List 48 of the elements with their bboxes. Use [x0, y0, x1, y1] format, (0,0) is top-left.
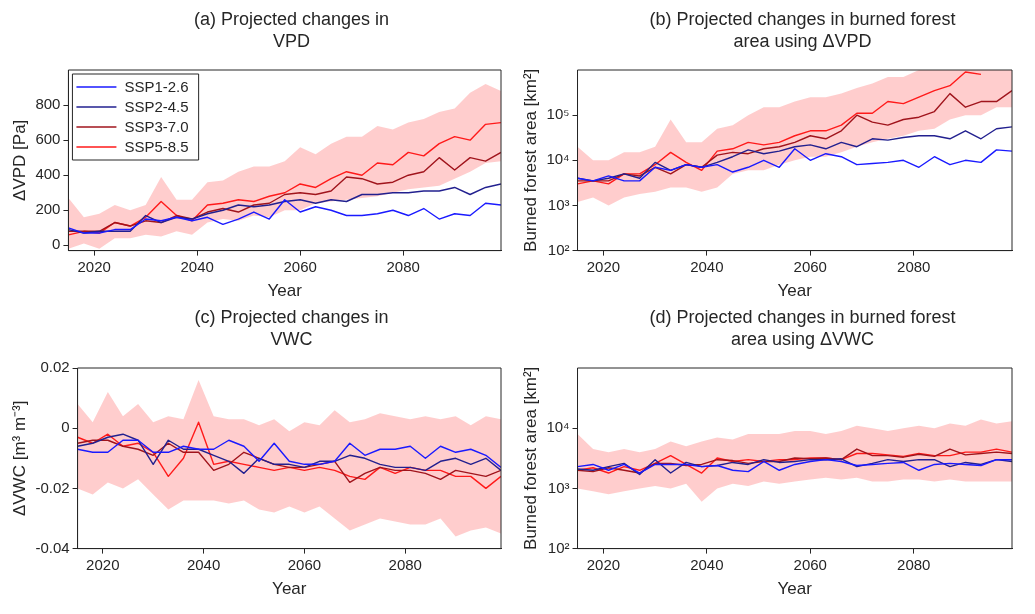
x-tick-label: 2020 [586, 257, 621, 275]
y-tick-label: 200 [35, 200, 61, 218]
chart-title: (c) Projected changes in VWC [193, 306, 390, 351]
y-axis-title: ΔVPD [Pa] [9, 119, 29, 201]
x-tick-label: 2040 [690, 257, 724, 275]
x-tick-label: 2080 [897, 555, 931, 573]
chart-title: (b) Projected changes in burned forest area using ΔVPD [648, 8, 957, 53]
x-tick-label: 2040 [186, 555, 221, 573]
y-tick-label: 0 [61, 418, 70, 436]
y-tick-label: -0.04 [35, 538, 70, 556]
y-tick-label: 10⁵ [546, 105, 570, 123]
legend-label: SSP2-4.5 [124, 98, 189, 116]
x-tick-label: 2040 [180, 257, 214, 275]
x-tick-label: 2060 [287, 555, 322, 573]
y-tick-label: 10² [547, 240, 570, 258]
x-tick-label: 2020 [77, 257, 111, 275]
y-tick-label: -0.02 [35, 478, 70, 496]
y-tick-label: 800 [35, 95, 61, 113]
x-tick-label: 2080 [388, 555, 422, 573]
x-axis-title: Year [777, 281, 813, 301]
y-tick-label: 10³ [547, 478, 570, 496]
x-tick-label: 2060 [793, 555, 827, 573]
y-tick-label: 10² [547, 538, 570, 556]
y-tick-label: 400 [35, 165, 61, 183]
x-tick-label: 2080 [386, 257, 420, 275]
y-tick-label: 0.02 [40, 358, 70, 376]
x-axis-title: Year [267, 281, 303, 301]
legend-label: SSP1-2.6 [124, 78, 189, 96]
y-axis-title: Burned forest area [km²] [520, 366, 540, 550]
legend-label: SSP3-7.0 [124, 118, 189, 136]
y-axis-title: ΔVWC [m³ m⁻³] [9, 400, 29, 517]
x-tick-label: 2020 [86, 555, 120, 573]
x-tick-label: 2060 [793, 257, 827, 275]
x-tick-label: 2040 [690, 555, 724, 573]
y-tick-label: 600 [35, 130, 61, 148]
y-tick-label: 10³ [547, 195, 570, 213]
y-tick-label: 0 [52, 235, 61, 253]
legend-label: SSP5-8.5 [124, 138, 189, 156]
y-axis-title: Burned forest area [km²] [520, 68, 540, 252]
chart-title: (a) Projected changes in VPD [192, 8, 391, 53]
x-tick-label: 2080 [897, 257, 931, 275]
chart-title: (d) Projected changes in burned forest area using ΔVWC [648, 306, 957, 351]
x-tick-label: 2020 [586, 555, 621, 573]
x-axis-title: Year [272, 579, 307, 599]
x-axis-title: Year [777, 579, 813, 599]
y-tick-label: 10⁴ [546, 418, 570, 436]
x-tick-label: 2060 [283, 257, 317, 275]
y-tick-label: 10⁴ [546, 150, 570, 168]
